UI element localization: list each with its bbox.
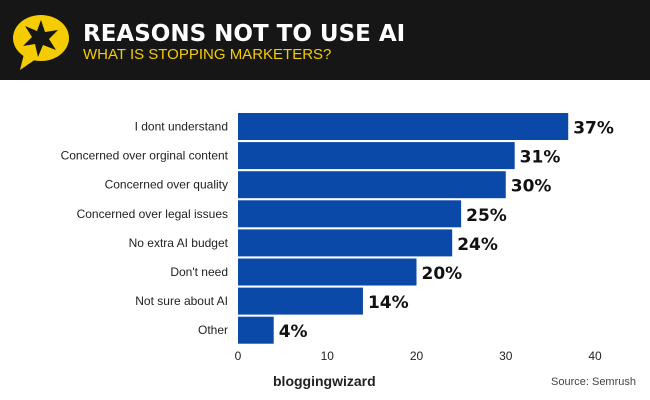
bar <box>238 287 363 315</box>
header-banner: REASONS NOT TO USE AI WHAT IS STOPPING M… <box>0 0 650 80</box>
data-label: 31% <box>520 148 561 168</box>
bar <box>238 142 515 170</box>
data-label: 14% <box>368 293 409 313</box>
chart-title: REASONS NOT TO USE AI <box>83 21 406 47</box>
category-label: Don't need <box>170 265 228 279</box>
category-label: I dont understand <box>135 120 228 134</box>
data-label: 37% <box>573 119 614 139</box>
source-note: Source: Semrush <box>551 376 636 388</box>
chart-subtitle: WHAT IS STOPPING MARKETERS? <box>83 46 332 63</box>
brand-logo: bloggingwizard <box>273 373 376 389</box>
data-label: 20% <box>422 264 463 284</box>
category-label: Concerned over orginal content <box>61 149 229 163</box>
bar <box>238 229 453 257</box>
bar <box>238 200 462 228</box>
data-label: 30% <box>511 177 552 197</box>
category-label: Other <box>198 323 228 337</box>
category-label: Not sure about AI <box>135 294 228 308</box>
x-tick-label: 20 <box>410 349 424 363</box>
category-label: Concerned over quality <box>105 178 228 192</box>
data-label: 25% <box>466 206 507 226</box>
x-tick-label: 40 <box>588 349 602 363</box>
x-tick-label: 30 <box>499 349 513 363</box>
category-label: No extra AI budget <box>129 236 229 250</box>
bar <box>238 258 417 286</box>
bar <box>238 113 569 140</box>
bar <box>238 171 506 199</box>
data-label: 24% <box>457 235 498 255</box>
speech-bubble-star-logo <box>13 15 69 70</box>
bar <box>238 316 274 344</box>
data-label: 4% <box>279 322 308 342</box>
bar-chart: I dont understand 37% Concerned over orgin… <box>61 113 614 363</box>
x-tick-label: 10 <box>321 349 335 363</box>
category-label: Concerned over legal issues <box>77 207 228 221</box>
x-tick-label: 0 <box>235 349 242 363</box>
